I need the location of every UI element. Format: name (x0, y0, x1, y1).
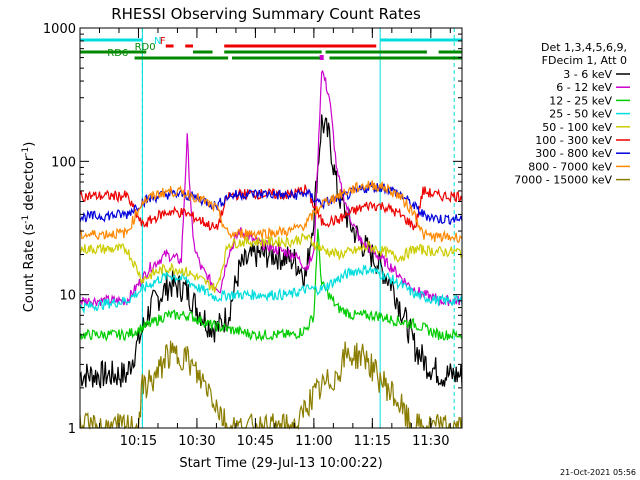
plot-frame (79, 27, 463, 429)
flag-label-rd6: RD6 (107, 48, 128, 59)
legend: Det 1,3,4,5,6,9, FDecim 1, Att 0 3 - 6 k… (514, 41, 630, 187)
legend-label-4: 50 - 100 keV (542, 121, 612, 134)
legend-label-5: 100 - 300 keV (535, 134, 612, 147)
legend-header-line-1: Det 1,3,4,5,6,9, (541, 41, 627, 54)
x-tick-label: 10:15 (120, 434, 157, 449)
flag-label-f: F (160, 36, 166, 47)
flag-marker (319, 55, 324, 60)
x-axis-label: Start Time (29-Jul-13 10:00:22) (179, 456, 382, 471)
series-line-5 (79, 184, 463, 231)
legend-label-8: 7000 - 15000 keV (514, 174, 612, 187)
series-line-3 (79, 264, 463, 315)
legend-label-6: 300 - 800 keV (535, 147, 612, 160)
flag-bars: NF RD0 RD6 (80, 36, 462, 60)
legend-label-3: 25 - 50 keV (549, 108, 612, 121)
series-line-1 (79, 69, 463, 309)
y-axis-label: Count Rate (s-1 detector-1) (21, 142, 37, 313)
chart-title: RHESSI Observing Summary Count Rates (111, 5, 421, 23)
timestamp: 21-Oct-2021 05:56 (560, 468, 636, 477)
x-tick-label: 11:00 (295, 434, 332, 449)
y-tick-label: 1000 (43, 22, 76, 37)
legend-label-0: 3 - 6 keV (563, 68, 612, 81)
flag-label-n: N (154, 36, 161, 47)
y-axis-label-sup1: -1 (21, 215, 31, 224)
axes: 1 10 100 1000 10:15 10:30 10:45 11:00 11:15 11:30 (43, 22, 463, 449)
x-tick-label: 11:15 (354, 434, 391, 449)
y-tick-label: 10 (59, 289, 76, 304)
legend-header-line-2: FDecim 1, Att 0 (542, 54, 627, 67)
y-tick-label: 1 (68, 422, 76, 437)
series-line-2 (79, 228, 463, 342)
series-line-7 (79, 180, 463, 244)
y-axis-label-main: Count Rate (s (22, 224, 37, 313)
legend-label-7: 800 - 7000 keV (528, 160, 612, 173)
x-tick-label: 10:45 (237, 434, 274, 449)
x-tick-label: 10:30 (178, 434, 215, 449)
y-tick-label: 100 (51, 155, 76, 170)
y-axis-label-mid: detector (22, 155, 37, 215)
series-line-0 (79, 114, 463, 389)
flag-label-rd0: RD0 (135, 42, 156, 53)
series-group (79, 69, 463, 431)
legend-label-2: 12 - 25 keV (549, 94, 612, 107)
series-line-8 (79, 340, 463, 431)
x-tick-label: 11:30 (412, 434, 449, 449)
y-axis-label-end: ) (22, 142, 37, 147)
y-axis-label-sup2: -1 (21, 147, 31, 156)
legend-label-1: 6 - 12 keV (556, 81, 612, 94)
